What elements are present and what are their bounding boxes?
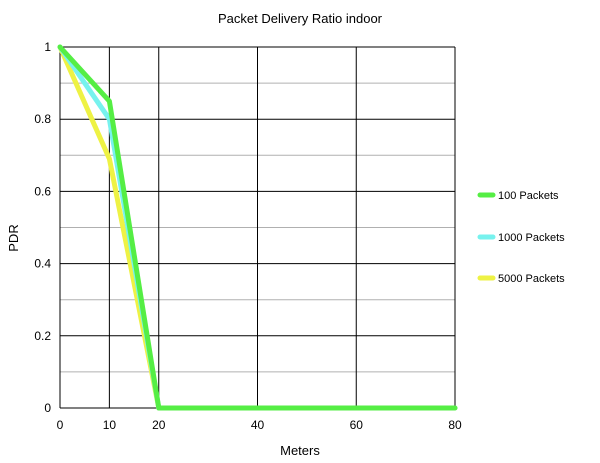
series-lines [57,44,458,411]
legend-label: 100 Packets [498,190,559,202]
legend: 100 Packets 1000 Packets 5000 Packets [477,190,565,285]
x-tick-label: 60 [350,418,364,432]
chart-title: Packet Delivery Ratio indoor [218,11,383,26]
legend-label: 1000 Packets [498,232,565,244]
series-line [57,44,458,411]
x-tick-label: 40 [251,418,265,432]
x-tick-label: 10 [103,418,117,432]
y-tick-label: 1 [44,40,51,54]
y-axis-label: PDR [6,224,21,251]
y-tick-label: 0.4 [34,257,51,271]
y-tick-label: 0.8 [34,112,51,126]
y-tick-label: 0.2 [34,329,51,343]
x-tick-label: 80 [448,418,462,432]
y-tick-label: 0 [44,401,51,415]
x-tick-label: 20 [152,418,166,432]
y-tick-labels: 0 0.2 0.4 0.6 0.8 1 [34,40,51,415]
grid [59,46,456,409]
x-tick-labels: 0 10 20 40 60 80 [57,418,462,432]
y-tick-label: 0.6 [34,184,51,198]
x-axis-label: Meters [280,443,320,458]
legend-label: 5000 Packets [498,273,565,285]
x-tick-label: 0 [57,418,64,432]
